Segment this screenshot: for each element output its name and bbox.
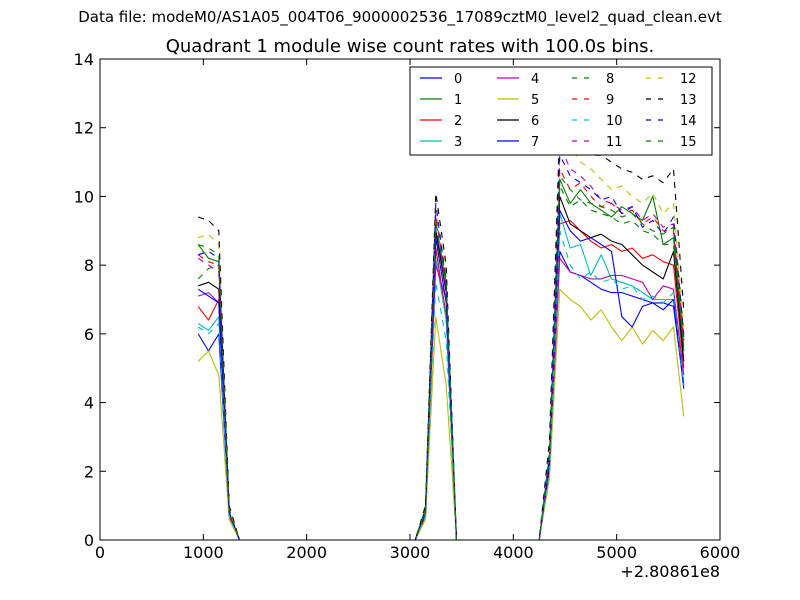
x-tick-label: 0 (95, 543, 105, 562)
series-line-11 (197, 144, 685, 541)
legend-label-12: 12 (680, 72, 697, 87)
series-line-1 (197, 178, 685, 541)
legend-label-1: 1 (454, 93, 462, 108)
legend-label-10: 10 (606, 114, 623, 129)
series-layer (197, 116, 685, 541)
legend-label-7: 7 (531, 135, 539, 150)
y-tick-label: 12 (74, 119, 94, 138)
legend-label-5: 5 (531, 93, 539, 108)
legend-label-15: 15 (680, 135, 697, 150)
y-tick-label: 6 (84, 325, 94, 344)
x-tick-label: 1000 (183, 543, 224, 562)
y-tick-label: 10 (74, 187, 94, 206)
legend-label-2: 2 (454, 114, 462, 129)
x-tick-label: 5000 (596, 543, 637, 562)
legend-label-4: 4 (531, 72, 539, 87)
legend-label-0: 0 (454, 72, 462, 87)
series-line-4 (198, 257, 685, 541)
chart-title: Quadrant 1 module wise count rates with … (165, 36, 655, 57)
y-tick-label: 14 (74, 50, 94, 69)
y-tick-label: 2 (84, 462, 94, 481)
y-tick-label: 8 (84, 256, 94, 275)
x-tick-label: 4000 (493, 543, 534, 562)
y-tick-label: 4 (84, 394, 94, 413)
x-tick-label: 6000 (700, 543, 741, 562)
series-line-14 (198, 154, 685, 541)
series-line-12 (198, 116, 685, 541)
legend-label-6: 6 (531, 114, 539, 129)
x-axis-offset-label: +2.80861e8 (620, 562, 720, 581)
y-tick-label: 0 (84, 531, 94, 550)
legend-label-9: 9 (606, 93, 614, 108)
x-tick-label: 3000 (390, 543, 431, 562)
legend-label-13: 13 (680, 93, 697, 108)
series-line-5 (197, 288, 685, 541)
legend-label-8: 8 (606, 72, 614, 87)
legend-label-14: 14 (680, 114, 697, 129)
series-line-15 (198, 175, 685, 541)
legend-label-11: 11 (606, 135, 623, 150)
figure-suptitle: Data file: modeM0/AS1A05_004T06_90000025… (78, 8, 722, 26)
legend-label-3: 3 (454, 135, 462, 150)
x-tick-label: 2000 (286, 543, 327, 562)
legend-box (409, 66, 713, 156)
